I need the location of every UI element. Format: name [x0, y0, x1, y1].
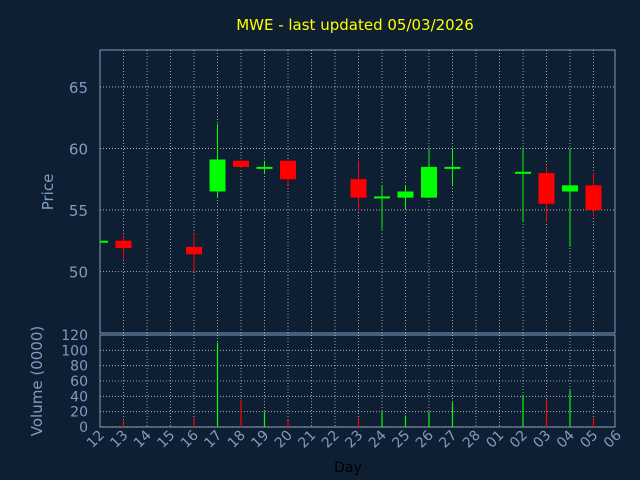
candle-body [233, 160, 249, 167]
price-y-tick-label: 50 [69, 263, 88, 281]
candle-body [115, 240, 132, 249]
volume-y-tick-label: 60 [70, 374, 88, 390]
candle-04 [562, 148, 578, 247]
price-y-ticks: 50 55 60 65 [69, 79, 88, 282]
candle-26 [421, 148, 437, 198]
price-candles [100, 123, 602, 272]
candle-13 [115, 234, 132, 260]
candle-body [100, 240, 108, 243]
price-y-tick-label: 55 [69, 202, 88, 220]
candle-23 [350, 160, 367, 210]
candle-body [421, 166, 437, 198]
volume-y-tick-label: 20 [70, 405, 88, 421]
price-y-tick-label: 65 [69, 79, 88, 97]
candle-12 [100, 240, 108, 243]
candle-16 [186, 233, 202, 272]
volume-bars [122, 342, 595, 427]
price-y-tick-label: 60 [69, 140, 88, 158]
volume-y-tick-label: 100 [61, 343, 88, 359]
volume-grid [100, 335, 615, 428]
candle-body [209, 159, 226, 192]
candle-body [585, 185, 602, 210]
volume-y-tick-label: 120 [61, 328, 88, 344]
price-plot-frame [99, 49, 616, 334]
chart-title: MWE - last updated 05/03/2026 [236, 16, 474, 34]
candle-05 [585, 173, 602, 217]
candle-body [280, 160, 296, 180]
candle-02 [515, 148, 531, 223]
candle-19 [256, 160, 273, 174]
volume-y-axis-label: Volume (0000) [28, 326, 46, 436]
volume-y-tick-label: 40 [70, 389, 88, 405]
candle-20 [280, 160, 296, 186]
candle-24 [374, 185, 390, 230]
volume-y-tick-label: 0 [79, 420, 88, 436]
volume-y-tick-label: 80 [70, 359, 88, 375]
candle-body [444, 166, 461, 169]
price-panel: 50 55 60 65 Price [39, 49, 616, 334]
x-axis-label: Day [334, 460, 362, 476]
candle-body [186, 246, 202, 255]
candle-03 [538, 166, 555, 223]
candle-18 [233, 160, 249, 169]
candle-body [515, 171, 531, 174]
candle-25 [397, 185, 414, 210]
candle-body [562, 185, 578, 192]
candle-body [397, 191, 414, 198]
candle-17 [209, 123, 226, 198]
candle-body [538, 173, 555, 204]
price-y-axis-label: Price [39, 174, 57, 211]
candle-body [350, 179, 367, 198]
candle-body [256, 166, 273, 169]
candle-body [374, 196, 390, 199]
x-axis-ticks: 12 13 14 15 16 17 18 19 20 21 22 23 24 25 26 27 28 01 02 03… [84, 427, 625, 451]
candle-27 [444, 148, 461, 186]
